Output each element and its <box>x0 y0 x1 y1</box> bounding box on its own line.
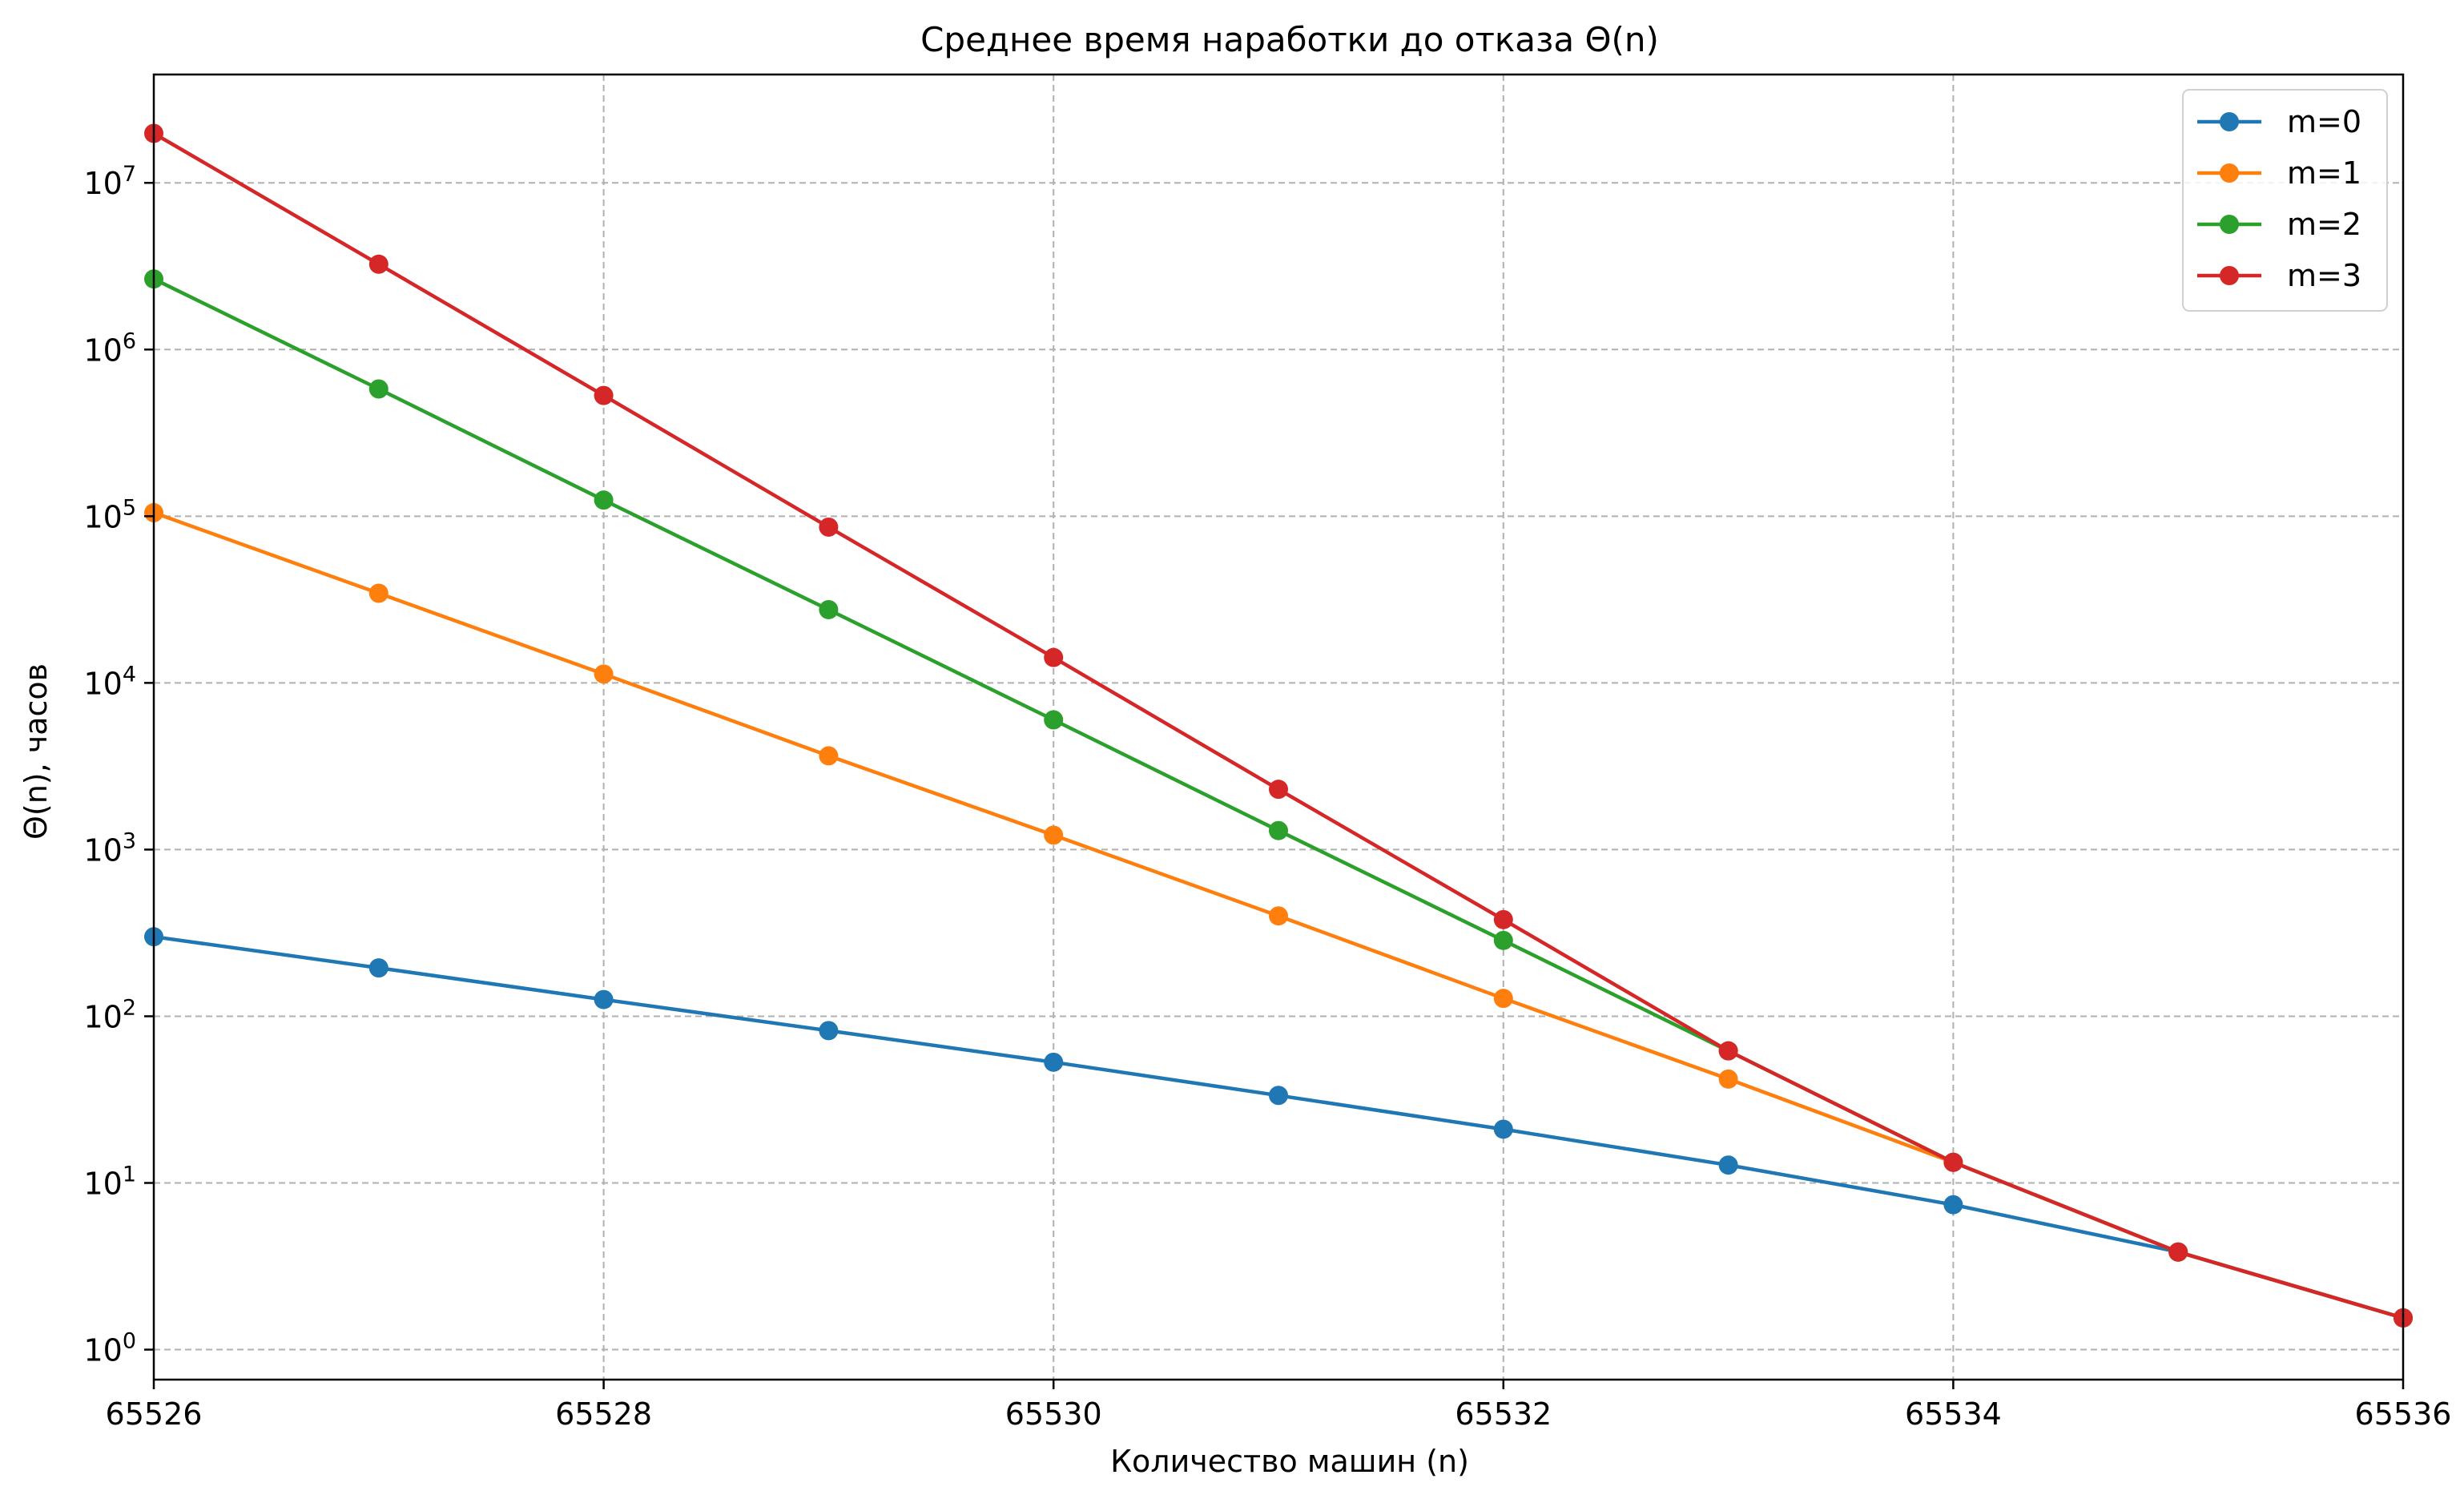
data-point-m2 <box>368 379 389 399</box>
y-tick-label: 105 <box>83 495 136 534</box>
y-tick-label: 103 <box>83 828 136 868</box>
x-tick-label: 65526 <box>106 1396 203 1432</box>
legend-label: m=0 <box>2287 104 2361 139</box>
series-m1 <box>144 502 2413 1328</box>
legend-marker <box>2220 215 2239 234</box>
data-point-m1 <box>1269 906 1288 926</box>
legend: m=0 m=1 m=2 m=3 <box>2182 89 2388 312</box>
data-point-m0 <box>1943 1195 1963 1215</box>
grid <box>153 75 2404 1380</box>
legend-label: m=3 <box>2287 258 2361 293</box>
data-point-m3 <box>594 385 614 405</box>
legend-marker <box>2220 112 2239 131</box>
x-axis-label: Количество машин (n) <box>1110 1444 1469 1479</box>
series-line-m0 <box>153 934 2404 1320</box>
ticks: 65526 65528 65530 65532 65534 65536 100 101 102 1… <box>83 162 2451 1432</box>
legend-label: m=1 <box>2287 155 2361 191</box>
data-point-m1 <box>1718 1069 1738 1089</box>
series-layer <box>144 123 2413 1328</box>
data-point-m3 <box>368 254 389 274</box>
data-point-m3 <box>1943 1152 1963 1172</box>
data-point-m3 <box>1044 647 1064 667</box>
data-point-m1 <box>594 664 614 684</box>
legend-item-m1: m=1 <box>2197 155 2361 191</box>
data-point-m3 <box>1493 909 1513 929</box>
y-tick-label: 106 <box>83 328 136 368</box>
data-point-m2 <box>1269 820 1288 840</box>
legend-marker <box>2220 163 2239 183</box>
x-tick-label: 65530 <box>1005 1396 1102 1432</box>
legend-box <box>2182 89 2388 312</box>
series-line-m3 <box>152 131 2404 1320</box>
data-point-m0 <box>1718 1155 1738 1175</box>
data-point-m0 <box>1493 1119 1513 1139</box>
data-point-m1 <box>1044 825 1064 845</box>
data-point-m3 <box>819 517 839 537</box>
x-tick-label: 65532 <box>1455 1396 1552 1432</box>
legend-label: m=2 <box>2287 207 2361 242</box>
x-tick-label: 65528 <box>555 1396 652 1432</box>
data-point-m0 <box>1269 1086 1288 1106</box>
data-point-m2 <box>819 599 839 619</box>
y-tick-label: 102 <box>83 995 136 1034</box>
series-m0 <box>144 927 2413 1328</box>
legend-item-m3: m=3 <box>2197 258 2361 293</box>
x-tick-label: 65534 <box>1905 1396 2002 1432</box>
series-m3 <box>144 123 2413 1328</box>
data-point-m0 <box>819 1021 839 1041</box>
x-tick-label: 65536 <box>2355 1396 2452 1432</box>
y-tick-label: 101 <box>83 1163 136 1202</box>
chart-title: Среднее время наработки до отказа Θ(n) <box>920 20 1659 59</box>
data-point-m2 <box>1044 710 1064 730</box>
data-point-m0 <box>1044 1052 1064 1072</box>
legend-marker <box>2220 266 2239 285</box>
y-tick-label: 107 <box>83 162 136 201</box>
plot-frame <box>152 73 2405 1381</box>
data-point-m1 <box>368 583 389 603</box>
data-point-m1 <box>819 746 839 766</box>
data-point-m3 <box>1718 1041 1738 1061</box>
data-point-m3 <box>1269 780 1288 800</box>
data-point-m1 <box>1493 989 1513 1009</box>
legend-item-m0: m=0 <box>2197 104 2361 139</box>
y-axis-label: Θ(n), часов <box>18 663 54 840</box>
data-point-m2 <box>1493 930 1513 950</box>
data-point-m2 <box>594 490 614 510</box>
y-tick-label: 100 <box>83 1329 136 1368</box>
data-point-m0 <box>368 958 389 978</box>
legend-item-m2: m=2 <box>2197 207 2361 242</box>
y-tick-label: 104 <box>83 662 136 701</box>
data-point-m3 <box>2168 1242 2188 1262</box>
data-point-m0 <box>594 989 614 1009</box>
